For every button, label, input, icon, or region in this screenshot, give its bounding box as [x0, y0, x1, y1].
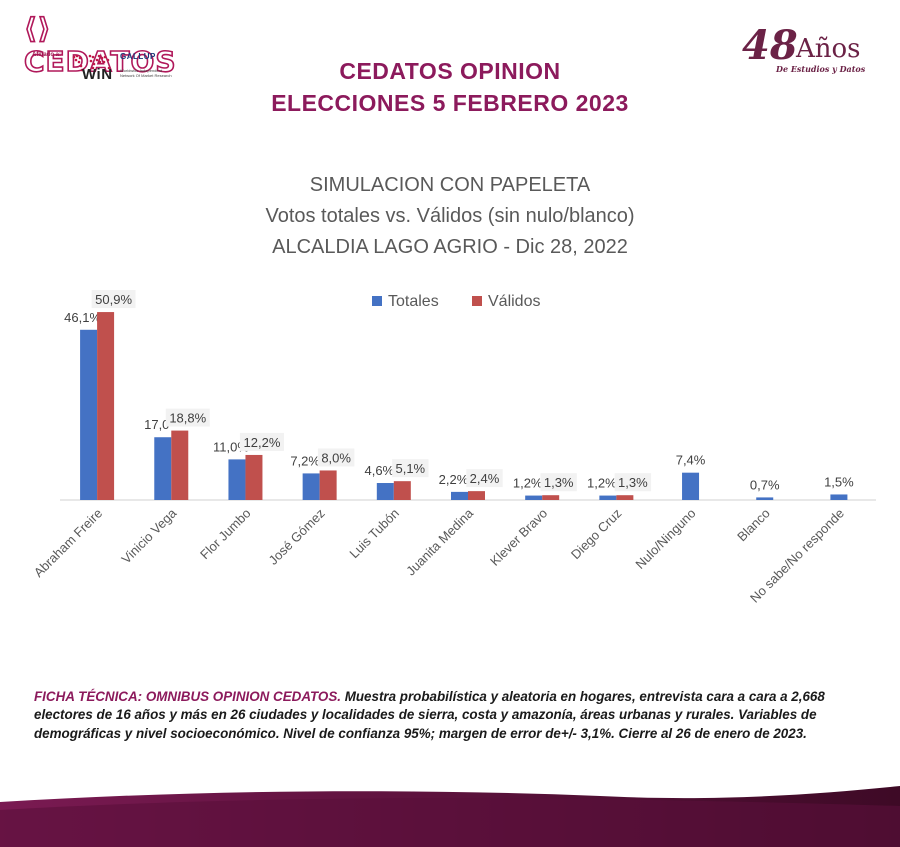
category-label: Klever Bravo	[487, 506, 550, 569]
bar-validos	[97, 312, 115, 500]
data-label-bg	[614, 473, 652, 492]
data-label-bg	[466, 469, 503, 488]
data-label: 7,2%	[290, 453, 320, 468]
cedatos-emblem-icon: ⟨⟩	[23, 11, 52, 46]
data-label: 7,4%	[676, 453, 706, 468]
category-label: Abraham Freire	[31, 506, 105, 580]
data-label: 4,6%	[364, 463, 394, 478]
category-label: Nulo/Ninguno	[632, 506, 698, 572]
category-label: Diego Cruz	[568, 506, 625, 563]
legend-label: Totales	[388, 293, 439, 310]
bar-totales	[451, 491, 468, 500]
data-label-bg	[540, 473, 577, 492]
data-label: 1,5%	[824, 474, 854, 489]
bar-validos	[542, 495, 560, 500]
legend-swatch	[372, 296, 382, 306]
data-label: 18,8%	[169, 411, 206, 426]
data-label-bg	[239, 432, 284, 451]
data-label: 1,2%	[513, 476, 543, 491]
bar-totales	[599, 495, 617, 500]
data-label-bg	[91, 290, 136, 309]
category-label: Vinicio Vega	[118, 505, 180, 567]
data-label-bg	[392, 459, 429, 478]
anniversary-subtitle: De Estudios y Datos	[776, 64, 866, 74]
data-label: 1,3%	[618, 475, 648, 490]
bar-totales	[302, 473, 320, 500]
chart-title: SIMULACION CON PAPELETA	[309, 174, 591, 196]
data-label: 5,1%	[395, 461, 425, 476]
data-label: 2,2%	[439, 472, 469, 487]
bar-totales	[80, 329, 98, 500]
bar-totales	[376, 483, 394, 500]
bar-validos	[319, 470, 337, 500]
bar-totales	[756, 497, 774, 500]
data-label: 1,3%	[544, 475, 574, 490]
data-label-bg	[317, 448, 355, 467]
data-label: 2,4%	[470, 471, 500, 486]
bar-totales	[682, 472, 700, 500]
category-label: Juanita Medina	[403, 505, 476, 578]
bar-validos	[245, 454, 263, 500]
legend-swatch	[472, 296, 482, 306]
world-map-icon	[72, 54, 111, 72]
data-label-bg	[165, 408, 210, 427]
data-label: 8,0%	[321, 450, 351, 465]
data-label: 12,2%	[244, 435, 281, 450]
category-label: Blanco	[734, 506, 773, 545]
category-label: Flor Jumbo	[197, 506, 254, 563]
technical-note-label: FICHA TÉCNICA: OMNIBUS OPINION CEDATOS.	[34, 689, 341, 704]
bar-chart: Totales Válidos 46,1% 50,9% Abraham Freire 17…	[31, 290, 876, 606]
chart-subtitle: Votos totales vs. Válidos (sin nulo/blan…	[265, 205, 635, 227]
technical-note: FICHA TÉCNICA: OMNIBUS OPINION CEDATOS. …	[34, 688, 884, 743]
legend-label: Válidos	[488, 293, 540, 310]
afiliado-label: Afiliado a:	[32, 52, 62, 58]
header-subtitle: ELECCIONES 5 FEBRERO 2023	[271, 90, 629, 116]
bar-totales	[228, 459, 246, 500]
anniversary-word: Años	[796, 34, 861, 64]
bar-totales	[154, 437, 172, 500]
anniversary-logo: 48 Años De Estudios y Datos	[742, 22, 882, 78]
bar-totales	[525, 495, 543, 500]
category-label: Luis Tubón	[346, 506, 402, 562]
data-label: 0,7%	[750, 477, 780, 492]
footer-wave	[0, 786, 900, 847]
bar-validos	[171, 430, 189, 500]
cedatos-logo: ⟨⟩CEDATOS Afiliado a: WiN GALLUP Worldwi…	[23, 11, 184, 84]
data-label: 1,2%	[587, 476, 617, 491]
technical-note-text: Muestra probabilística y aleatoria en ho…	[34, 689, 825, 741]
bar-totales	[830, 494, 848, 500]
data-label: 17,0	[144, 417, 169, 432]
win-logo: WiN	[82, 66, 113, 83]
bar-validos	[616, 495, 634, 500]
anniversary-number: 48	[742, 22, 798, 69]
chart-subtitle-2: ALCALDIA LAGO AGRIO - Dic 28, 2022	[272, 236, 628, 258]
bar-validos	[393, 481, 411, 500]
gallup-subtitle: Worldwide Independent Network Of Market …	[120, 68, 172, 78]
header-title: CEDATOS OPINION	[339, 58, 561, 84]
gallup-logo: GALLUP	[120, 52, 156, 61]
data-label: 50,9%	[95, 292, 132, 307]
data-label: 46,1%	[64, 310, 101, 325]
category-label: José Gómez	[266, 506, 328, 568]
bar-validos	[468, 491, 485, 500]
